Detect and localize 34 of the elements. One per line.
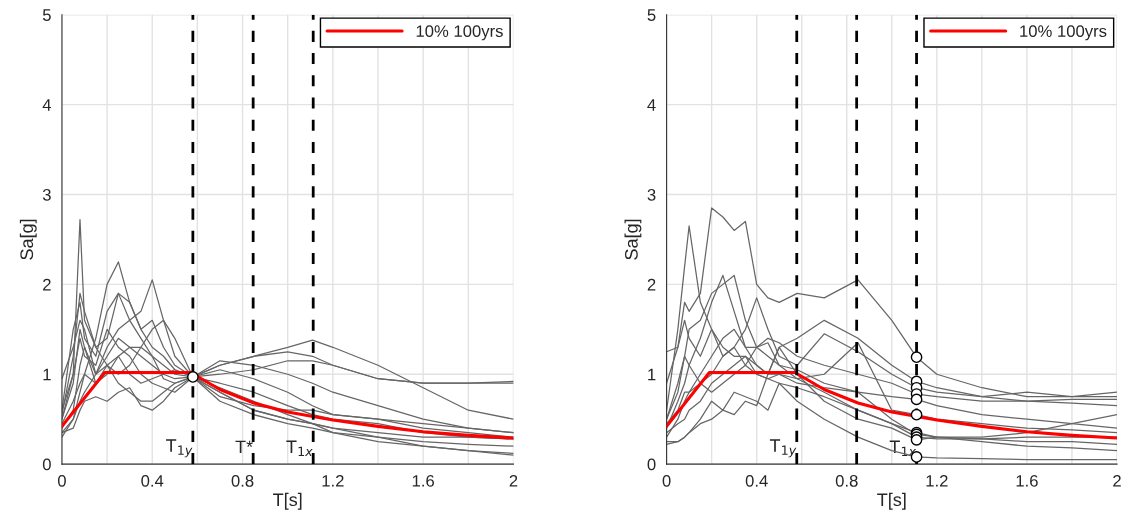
ref-line-label: T*	[235, 440, 253, 454]
y-tick-label: 4	[647, 99, 656, 111]
y-tick-label: 1	[648, 368, 656, 381]
x-tick-label: 1.2	[322, 474, 344, 487]
x-tick-label: 0.4	[745, 474, 768, 487]
x-tick-label: 0.8	[231, 474, 254, 487]
x-axis-title: T[s]	[273, 492, 302, 510]
y-tick-label: 0	[647, 458, 656, 471]
x-tick-label: 0.4	[141, 474, 164, 487]
y-tick-label: 3	[42, 188, 51, 201]
x-tick-label: 1.2	[926, 474, 948, 487]
x-tick-label: 0.8	[835, 474, 858, 487]
x-tick-label: 1.6	[1016, 474, 1038, 487]
y-tick-label: 3	[647, 188, 656, 201]
x-axis-title: T[s]	[877, 492, 906, 510]
y-tick-label: 2	[43, 278, 51, 291]
x-tick-label: 0	[662, 474, 671, 487]
ref-line-label: T$_{1y}$	[166, 439, 193, 458]
y-tick-label: 2	[647, 278, 656, 291]
legend-label: 10% 100yrs	[1020, 25, 1107, 41]
x-tick-label: 2	[509, 474, 518, 487]
y-axis-title: Sa[g]	[624, 219, 642, 260]
y-tick-label: 4	[42, 99, 52, 111]
x-tick-label: 0	[57, 474, 66, 487]
ref-line-label: T$_{1y}$	[769, 439, 797, 458]
y-tick-label: 1	[43, 368, 51, 381]
y-tick-label: 5	[42, 9, 51, 21]
x-tick-label: 1.6	[412, 474, 434, 487]
y-axis-title: Sa[g]	[19, 219, 37, 260]
legend-label: 10% 100yrs	[416, 25, 503, 41]
x-tick-label: 2	[1113, 474, 1121, 487]
y-tick-label: 5	[647, 9, 656, 21]
y-tick-label: 0	[42, 458, 51, 471]
ref-line-label: T$_{1x}$	[286, 440, 313, 456]
